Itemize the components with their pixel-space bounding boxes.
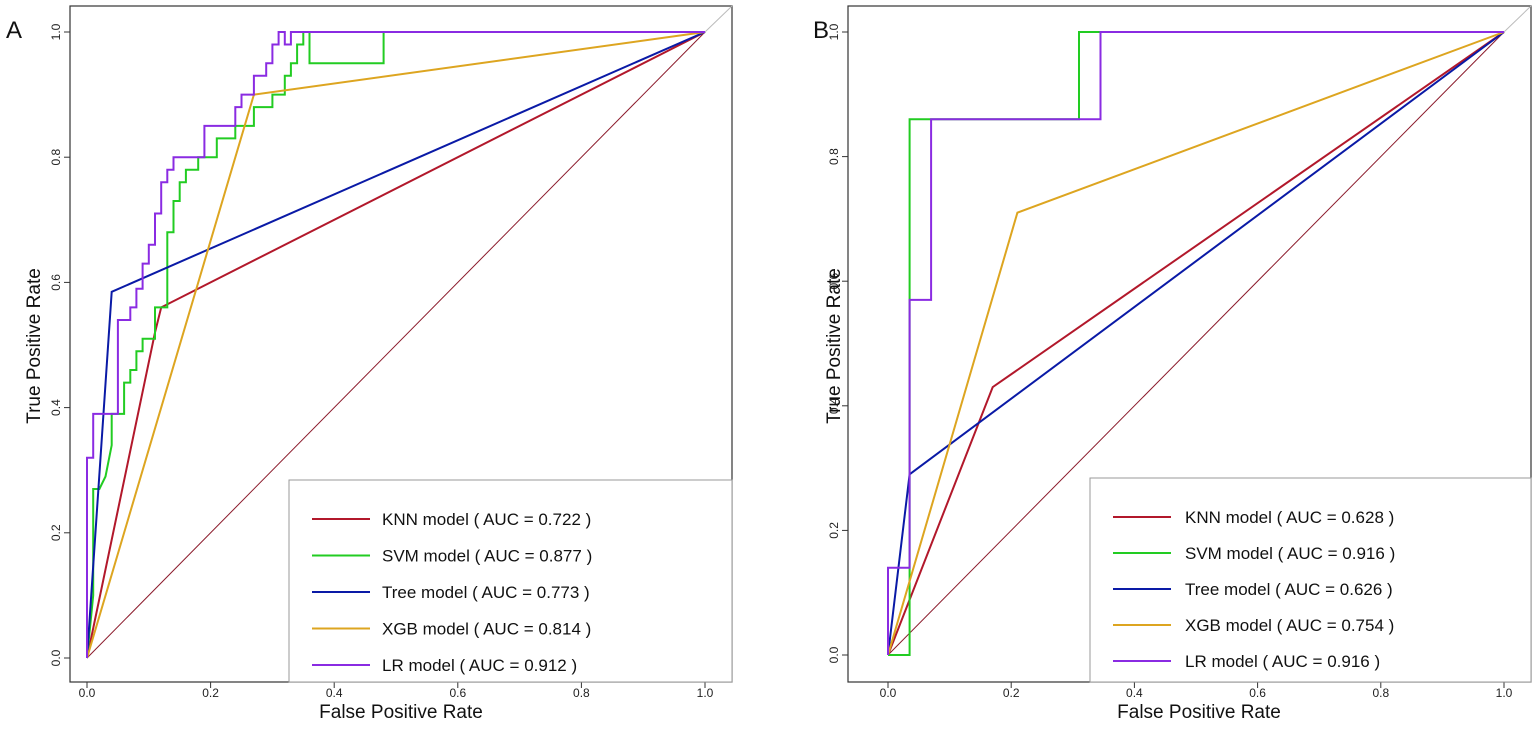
y-tick-label: 1.0 <box>49 23 63 40</box>
roc-line-tree-model <box>86 31 706 659</box>
y-tick-label: 0.2 <box>49 524 63 541</box>
y-tick-label: 0.6 <box>49 274 63 291</box>
roc-line-xgb-model <box>887 31 1505 656</box>
x-tick-label: 0.4 <box>326 686 343 700</box>
legend-box <box>288 479 733 683</box>
roc-line-svm-model <box>86 31 705 659</box>
y-tick-label: 0.6 <box>827 273 841 290</box>
legend-entry: XGB model ( AUC = 0.754 ) <box>1185 616 1394 635</box>
legend-entry: SVM model ( AUC = 0.916 ) <box>1185 544 1395 563</box>
x-axis-title: False Positive Rate <box>319 702 483 723</box>
legend-entry: LR model ( AUC = 0.916 ) <box>1185 652 1380 671</box>
diagonal-reference-line <box>86 31 706 659</box>
x-tick-label: 0.0 <box>79 686 96 700</box>
legend-entry: SVM model ( AUC = 0.877 ) <box>382 547 592 566</box>
x-tick-label: 0.6 <box>449 686 466 700</box>
legend: KNN model ( AUC = 0.628 ) SVM model ( AUC… <box>1089 477 1532 683</box>
y-axis-title: True Positive Rate <box>824 268 845 424</box>
panel-letter: A <box>6 17 22 44</box>
y-tick-label: 0.8 <box>49 149 63 166</box>
legend-entry: LR model ( AUC = 0.912 ) <box>382 656 577 675</box>
x-tick-label: 0.2 <box>1003 686 1020 700</box>
y-tick-label: 0.4 <box>827 397 841 414</box>
legend-entry: KNN model ( AUC = 0.628 ) <box>1185 508 1394 527</box>
x-axis-title: False Positive Rate <box>1117 702 1281 723</box>
x-tick-label: 0.4 <box>1126 686 1143 700</box>
y-tick-label: 1.0 <box>827 23 841 40</box>
roc-line-lr-model <box>887 31 1504 655</box>
roc-panel-b: 0.0 0.2 0.4 0.6 0.8 1.0 0.0 0.2 0.4 0.6 0.8 1.0 Fals… <box>813 5 1532 723</box>
x-tick-label: 0.6 <box>1249 686 1266 700</box>
roc-line-knn-model <box>887 31 1505 656</box>
x-tick-label: 0.8 <box>573 686 590 700</box>
x-tick-label: 0.2 <box>202 686 219 700</box>
roc-line-knn-model <box>86 31 706 659</box>
y-tick-label: 0.0 <box>49 649 63 666</box>
x-tick-label: 1.0 <box>697 686 714 700</box>
y-tick-label: 0.4 <box>49 399 63 416</box>
diagonal-reference-extension <box>704 5 733 33</box>
legend-entry: KNN model ( AUC = 0.722 ) <box>382 510 591 529</box>
y-tick-label: 0.2 <box>827 522 841 539</box>
legend: KNN model ( AUC = 0.722 ) SVM model ( AUC… <box>288 479 733 683</box>
legend-entry: Tree model ( AUC = 0.773 ) <box>382 583 590 602</box>
x-tick-label: 0.8 <box>1372 686 1389 700</box>
panel-letter: B <box>813 17 829 44</box>
legend-entry: XGB model ( AUC = 0.814 ) <box>382 620 591 639</box>
y-tick-label: 0.8 <box>827 148 841 165</box>
x-tick-label: 0.0 <box>880 686 897 700</box>
legend-entry: Tree model ( AUC = 0.626 ) <box>1185 580 1393 599</box>
roc-panel-a: 0.0 0.2 0.4 0.6 0.8 1.0 0.0 0.2 0.4 0.6 0.8 1.0 Fals… <box>6 5 733 723</box>
y-tick-label: 0.0 <box>827 646 841 663</box>
diagonal-reference-line <box>887 31 1505 656</box>
diagonal-reference-extension <box>1503 5 1532 33</box>
y-axis-title: True Positive Rate <box>24 268 45 424</box>
roc-line-lr-model <box>86 31 705 658</box>
x-tick-label: 1.0 <box>1496 686 1513 700</box>
legend-box <box>1089 477 1532 683</box>
